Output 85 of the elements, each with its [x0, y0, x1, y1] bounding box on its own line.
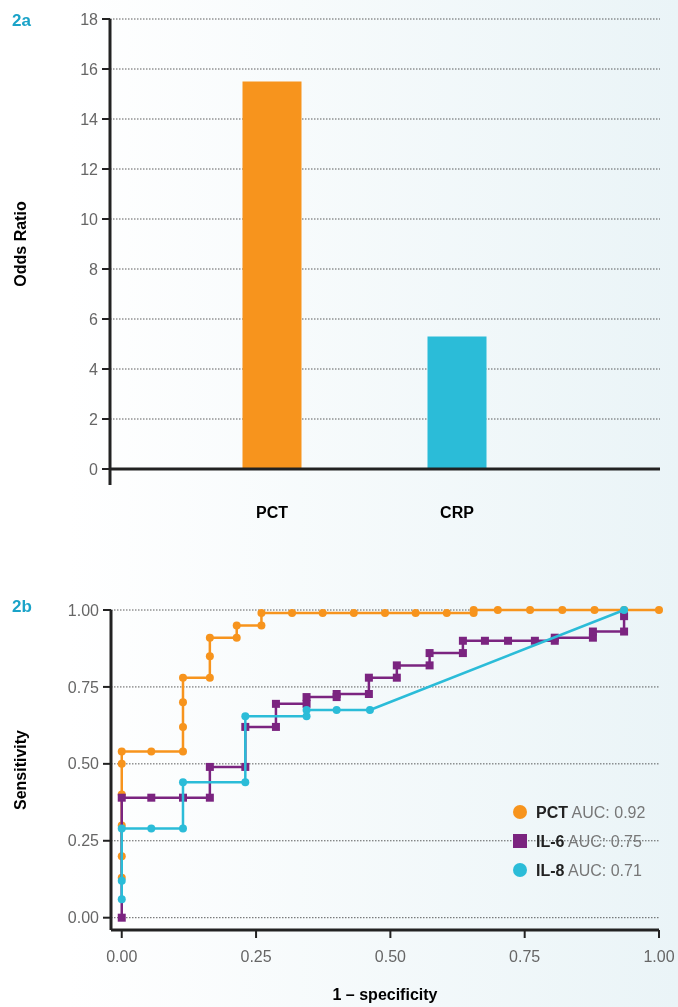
y-tick-label: 8 [89, 260, 99, 278]
point [392, 661, 401, 670]
point [411, 609, 420, 618]
x-axis-title: 1 – specificity [332, 986, 438, 1003]
chart-title: 2a [12, 11, 32, 30]
point [147, 824, 156, 833]
y-tick-label: 4 [89, 360, 99, 378]
x-tick-label: 0.25 [240, 948, 272, 965]
point [318, 609, 327, 618]
point [365, 706, 374, 714]
point [655, 606, 663, 614]
point [178, 698, 187, 707]
point [232, 633, 241, 642]
y-tick-label: 1.00 [67, 601, 100, 619]
point [178, 747, 187, 756]
point [232, 621, 241, 630]
point [480, 636, 489, 645]
point [147, 747, 156, 756]
point [504, 636, 513, 645]
y-axis-title: Odds Ratio [12, 201, 29, 287]
y-tick-label: 2 [89, 410, 99, 428]
point [147, 793, 156, 802]
y-axis-title: Sensitivity [12, 729, 29, 811]
point [271, 722, 280, 731]
point [349, 609, 358, 618]
point [302, 693, 311, 702]
point [425, 661, 434, 670]
point [364, 673, 373, 682]
point [620, 627, 629, 636]
y-tick-label: 18 [80, 10, 99, 28]
legend-label: IL-8 AUC: 0.71 [536, 861, 642, 879]
y-tick-label: 12 [80, 160, 99, 178]
point [458, 649, 467, 658]
point [178, 778, 187, 787]
y-tick-label: 0.75 [67, 678, 100, 696]
y-tick-label: 16 [80, 60, 99, 78]
point [205, 633, 214, 642]
point [332, 690, 341, 698]
point [205, 793, 214, 802]
point [364, 690, 373, 698]
point [590, 606, 599, 614]
point [271, 699, 280, 708]
point [205, 673, 214, 682]
y-tick-label: 0 [89, 460, 99, 478]
point [493, 606, 502, 614]
x-tick-label: 1.00 [643, 948, 675, 965]
legend-label: PCT AUC: 0.92 [536, 803, 646, 821]
point [178, 673, 187, 682]
point [178, 722, 187, 731]
point [205, 762, 214, 771]
point [117, 747, 126, 756]
point [178, 824, 187, 833]
chart-title: 2b [12, 597, 32, 616]
x-tick-label: 0.75 [509, 948, 541, 965]
point [442, 609, 451, 618]
y-tick-label: 10 [80, 210, 99, 228]
point [381, 609, 389, 618]
x-tick-label: 0.00 [106, 948, 138, 965]
point [205, 652, 214, 661]
y-tick-label: 0.25 [67, 832, 100, 850]
point [117, 895, 126, 904]
point [241, 712, 250, 721]
y-tick-label: 6 [89, 310, 99, 328]
point [288, 609, 297, 618]
x-tick-label: PCT [256, 504, 289, 521]
point [117, 913, 126, 922]
point [558, 606, 567, 614]
point [469, 606, 478, 614]
point [241, 778, 250, 787]
point [257, 621, 266, 630]
point [392, 673, 401, 682]
point [458, 636, 467, 645]
y-tick-label: 14 [80, 110, 99, 128]
point [257, 609, 266, 618]
point [425, 649, 434, 658]
x-tick-label: 0.50 [374, 948, 407, 965]
point [526, 606, 535, 614]
x-tick-label: CRP [440, 504, 475, 521]
point [117, 759, 126, 768]
point [332, 706, 341, 714]
point [588, 627, 597, 636]
y-tick-label: 0.00 [67, 909, 100, 927]
y-tick-label: 0.50 [67, 755, 100, 773]
legend-label: IL-6 AUC: 0.75 [536, 832, 642, 850]
point [302, 706, 311, 714]
